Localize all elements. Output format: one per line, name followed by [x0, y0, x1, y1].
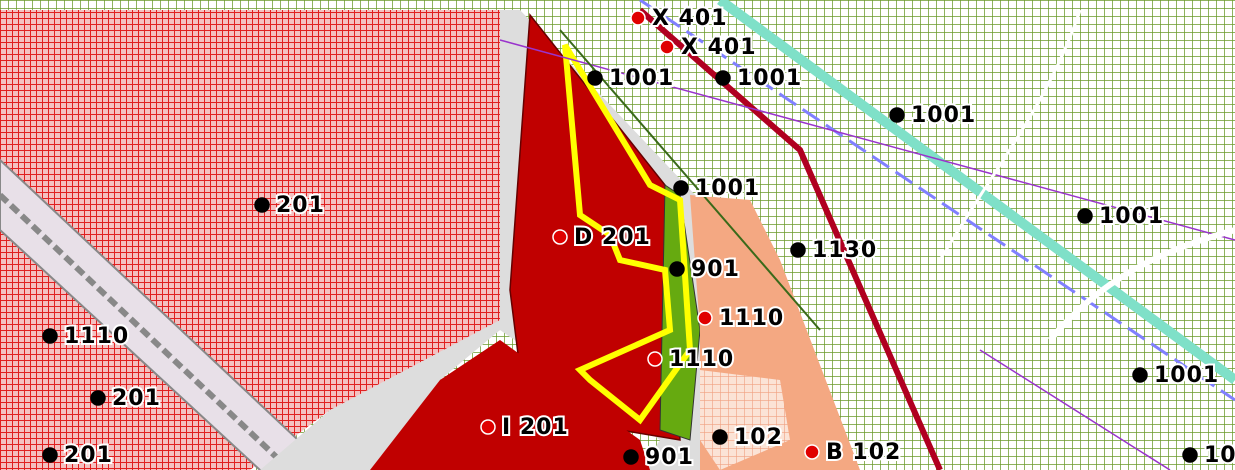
label-text: 1001: [1154, 363, 1219, 388]
label-text: 201: [112, 386, 161, 411]
label-text: 1110: [64, 324, 129, 349]
label-dot: [90, 390, 106, 406]
label-text: X 401: [681, 35, 757, 60]
map-label: 1110: [42, 322, 130, 351]
label-text: 1130: [812, 238, 877, 263]
map-label: X 401: [659, 33, 758, 62]
map-label: 1001: [1132, 361, 1220, 390]
label-dot: [552, 229, 568, 245]
label-dot: [712, 429, 728, 445]
label-dot: [480, 419, 496, 435]
label-dot: [697, 310, 713, 326]
label-dot: [647, 351, 663, 367]
label-dot: [254, 197, 270, 213]
label-dot: [673, 180, 689, 196]
map-label: 1110: [647, 345, 735, 374]
label-text: 1001: [609, 66, 674, 91]
map-label: 1001: [715, 64, 803, 93]
map-label: B 102: [804, 438, 902, 467]
label-text: 1110: [669, 347, 734, 372]
map-label: 10: [1182, 441, 1235, 470]
map-label: D 201: [552, 223, 652, 252]
label-text: 1001: [737, 66, 802, 91]
label-text: 1001: [1099, 204, 1164, 229]
label-text: D 201: [574, 225, 651, 250]
label-dot: [587, 70, 603, 86]
map-label: 1001: [1077, 202, 1165, 231]
map-label: 1001: [673, 174, 761, 203]
map-label: 901: [623, 443, 695, 470]
label-dot: [42, 447, 58, 463]
map-label: 201: [90, 384, 162, 413]
map-label: 1110: [697, 304, 785, 333]
map-label: 201: [42, 441, 114, 470]
label-text: 1001: [695, 176, 760, 201]
label-text: 901: [645, 445, 694, 470]
map-label: I 201: [480, 413, 570, 442]
label-dot: [630, 10, 646, 26]
label-dot: [669, 261, 685, 277]
map-label: 901: [669, 255, 741, 284]
label-dot: [1077, 208, 1093, 224]
label-text: 102: [734, 425, 783, 450]
labels: X 401 X 401 1001 1001 1001 1001 201 D 201 1001 11…: [42, 4, 1235, 470]
label-text: 10: [1204, 443, 1235, 468]
label-dot: [1132, 367, 1148, 383]
label-dot: [42, 328, 58, 344]
label-text: 901: [691, 257, 740, 282]
label-text: B 102: [826, 440, 901, 465]
map-label: 1001: [587, 64, 675, 93]
label-dot: [1182, 447, 1198, 463]
map-label: X 401: [630, 4, 729, 33]
map-label: 201: [254, 191, 326, 220]
map-label: 1130: [790, 236, 878, 265]
label-dot: [804, 444, 820, 460]
label-text: X 401: [652, 6, 728, 31]
label-text: 201: [276, 193, 325, 218]
label-text: 1110: [719, 306, 784, 331]
label-text: 201: [64, 443, 113, 468]
label-text: 1001: [911, 103, 976, 128]
label-dot: [790, 242, 806, 258]
label-dot: [659, 39, 675, 55]
label-dot: [623, 449, 639, 465]
label-text: I 201: [502, 415, 569, 440]
label-dot: [889, 107, 905, 123]
map-label: 1001: [889, 101, 977, 130]
label-dot: [715, 70, 731, 86]
map-label: 102: [712, 423, 784, 452]
